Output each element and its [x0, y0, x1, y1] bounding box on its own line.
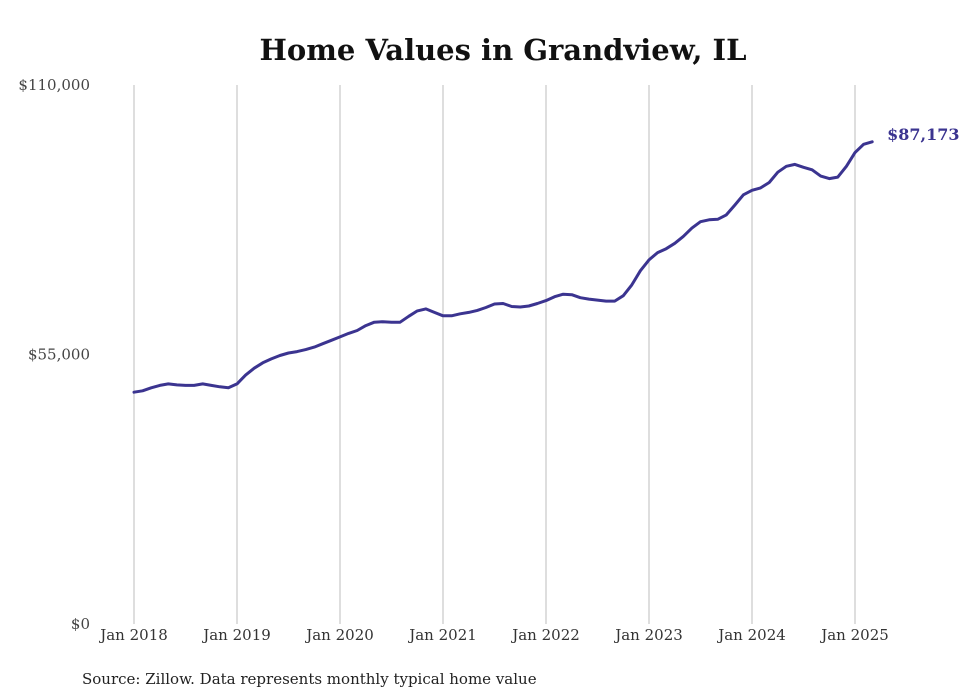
- y-tick-label: $110,000: [18, 76, 90, 94]
- latest-value-label: $87,173: [887, 125, 959, 144]
- x-axis-ticks: Jan 2018 Jan 2019 Jan 2020 Jan 2021 Jan 2022…: [98, 626, 889, 644]
- source-note: Source: Zillow. Data represents monthly …: [82, 670, 537, 688]
- y-tick-label: $55,000: [28, 346, 90, 364]
- x-tick-label: Jan 2019: [201, 626, 271, 644]
- y-tick-label: $0: [71, 615, 90, 633]
- x-tick-label: Jan 2018: [98, 626, 168, 644]
- x-tick-label: Jan 2020: [304, 626, 374, 644]
- chart-title: Home Values in Grandview, IL: [259, 33, 746, 67]
- x-tick-label: Jan 2021: [407, 626, 477, 644]
- home-value-line: [132, 140, 874, 394]
- vertical-gridlines: [133, 85, 856, 624]
- x-tick-label: Jan 2025: [819, 626, 889, 644]
- x-tick-label: Jan 2022: [510, 626, 580, 644]
- x-tick-label: Jan 2024: [716, 626, 786, 644]
- x-tick-label: Jan 2023: [613, 626, 683, 644]
- y-axis-ticks: $0 $55,000 $110,000: [18, 76, 90, 633]
